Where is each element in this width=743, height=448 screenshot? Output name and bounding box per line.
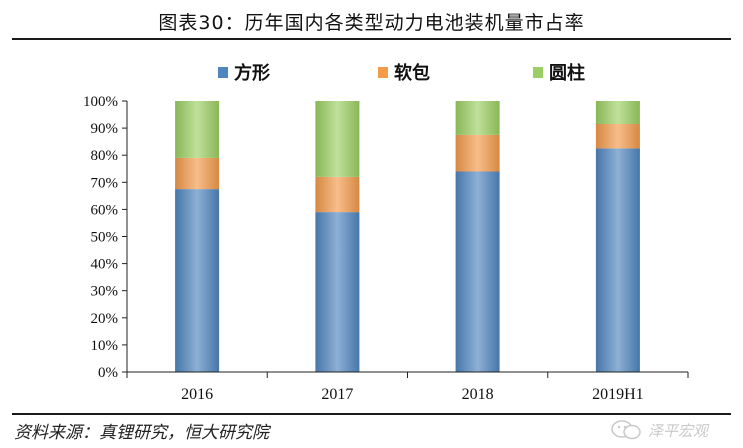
legend-label: 软包 bbox=[394, 62, 430, 84]
x-tick-label: 2016 bbox=[181, 386, 213, 403]
y-tick-label: 60% bbox=[91, 202, 119, 218]
title-divider bbox=[12, 38, 731, 40]
legend: 方形 软包 圆柱 bbox=[218, 62, 585, 84]
bar-segment bbox=[595, 148, 640, 372]
bar-segment bbox=[315, 176, 360, 213]
source-divider bbox=[12, 413, 731, 415]
y-tick-label: 20% bbox=[91, 311, 119, 327]
bar-segment bbox=[175, 101, 220, 158]
watermark-text: 泽平宏观 bbox=[648, 422, 709, 440]
bars bbox=[175, 101, 640, 372]
legend-swatch bbox=[378, 67, 388, 78]
source-note: 资料来源：真锂研究，恒大研究院 bbox=[14, 423, 269, 443]
chart-title: 图表30：历年国内各类型动力电池装机量市占率 bbox=[158, 12, 585, 34]
y-tick-label: 80% bbox=[91, 148, 119, 164]
bar-segment bbox=[455, 134, 500, 172]
bar-segment bbox=[455, 101, 500, 135]
y-tick-label: 90% bbox=[91, 121, 119, 137]
bar-segment bbox=[175, 189, 220, 372]
x-tick-label: 2019H1 bbox=[592, 386, 644, 403]
bar-segment bbox=[175, 157, 220, 190]
axes: 0% 10% 20% 30% 40% 50% 60% 70% 80% 90% 100% 2016 201… bbox=[83, 94, 689, 403]
y-tick-label: 40% bbox=[91, 257, 119, 273]
bar-segment bbox=[595, 124, 640, 149]
bar-segment bbox=[595, 101, 640, 124]
y-tick-label: 30% bbox=[91, 284, 119, 300]
legend-label: 方形 bbox=[234, 62, 270, 84]
x-tick-label: 2018 bbox=[462, 386, 494, 403]
legend-swatch bbox=[218, 67, 228, 78]
y-tick-label: 0% bbox=[98, 365, 118, 381]
y-tick-label: 50% bbox=[91, 230, 119, 246]
x-tick-label: 2017 bbox=[321, 386, 353, 403]
bar-segment bbox=[315, 212, 360, 372]
y-tick-label: 10% bbox=[91, 338, 119, 354]
legend-swatch bbox=[533, 67, 543, 78]
y-tick-label: 70% bbox=[91, 175, 119, 191]
legend-label: 圆柱 bbox=[549, 62, 585, 84]
y-tick-label: 100% bbox=[83, 94, 118, 110]
wechat-watermark-icon bbox=[611, 420, 641, 440]
bar-segment bbox=[455, 171, 500, 372]
bar-segment bbox=[315, 101, 360, 177]
